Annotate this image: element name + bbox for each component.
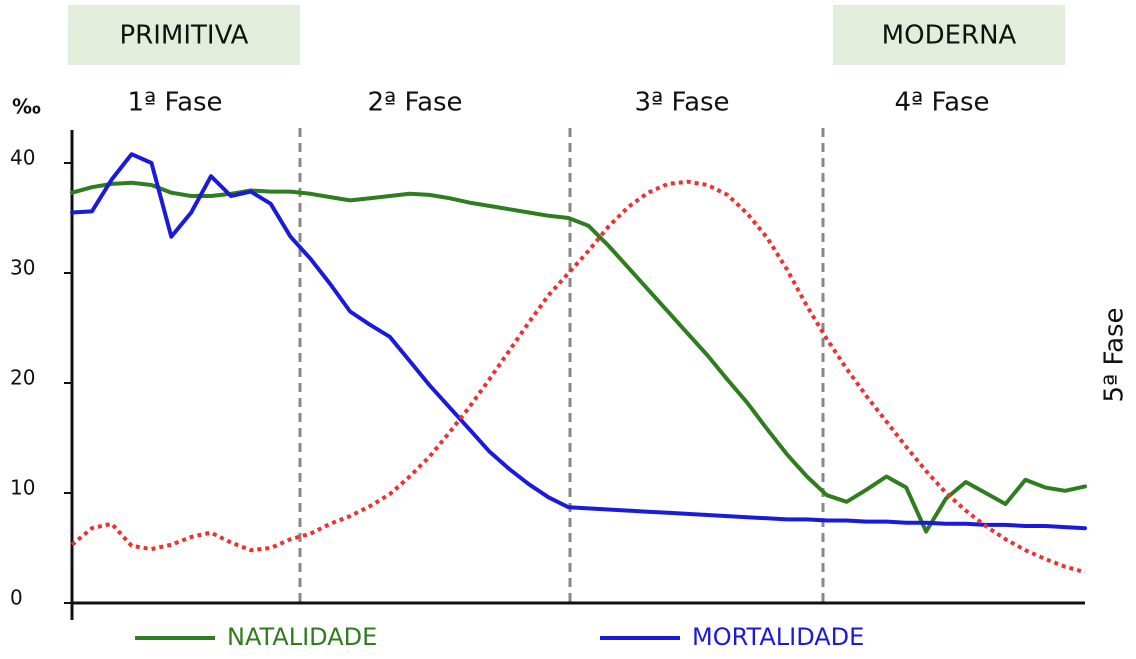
y-axis-label: ‰ <box>12 95 41 119</box>
y-tick-label: 0 <box>10 586 23 610</box>
series-line <box>70 152 1087 531</box>
phase-label: 4ª Fase <box>894 88 989 118</box>
stage-box <box>833 5 1065 65</box>
phase-label: 2ª Fase <box>367 88 462 118</box>
y-tick-label: 10 <box>10 476 35 500</box>
legend-label: NATALIDADE <box>227 623 377 651</box>
phase-dividers <box>298 128 825 603</box>
legend-label: MORTALIDADE <box>692 623 864 651</box>
phase-label: 1ª Fase <box>127 88 222 118</box>
stage-label: MODERNA <box>882 21 1017 51</box>
y-tick-label: 20 <box>10 366 35 390</box>
stage-box <box>68 5 300 65</box>
y-tick-label: 40 <box>10 146 35 170</box>
phase-label: 3ª Fase <box>634 88 729 118</box>
phase-label: 5ª Fase <box>1100 307 1130 402</box>
series-line <box>70 179 1086 575</box>
y-tick-label: 30 <box>10 256 35 280</box>
stage-label: PRIMITIVA <box>120 21 249 51</box>
